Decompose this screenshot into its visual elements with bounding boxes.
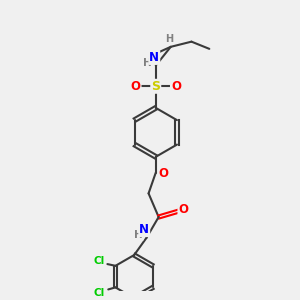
Text: H: H: [143, 58, 152, 68]
Text: N: N: [139, 223, 149, 236]
Text: S: S: [151, 80, 160, 93]
Text: O: O: [178, 203, 188, 216]
Text: O: O: [171, 80, 181, 93]
Text: O: O: [159, 167, 169, 180]
Text: H: H: [165, 34, 173, 44]
Text: O: O: [130, 80, 141, 93]
Text: H: H: [134, 230, 143, 240]
Text: Cl: Cl: [94, 288, 105, 298]
Text: N: N: [149, 51, 159, 64]
Text: Cl: Cl: [93, 256, 104, 266]
